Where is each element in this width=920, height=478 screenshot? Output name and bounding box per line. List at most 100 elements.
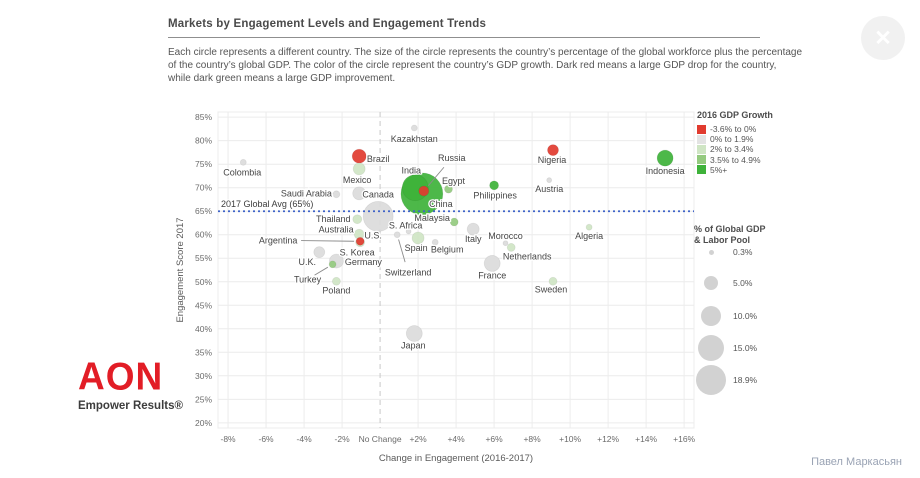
country-label-s-africa: S. Africa	[389, 220, 423, 230]
credit-text: Павел Маркасьян	[811, 456, 902, 468]
data-point-saudi-arabia[interactable]	[332, 190, 341, 199]
data-point-poland[interactable]	[331, 276, 341, 286]
country-label-turkey: Turkey	[294, 274, 322, 284]
x-tick-label: No Change	[359, 434, 402, 444]
legend-size-label-3: 15.0%	[733, 343, 758, 353]
data-point-malaysia[interactable]	[449, 217, 459, 227]
country-label-brazil: Brazil	[367, 154, 390, 164]
country-label-morocco: Morocco	[488, 231, 523, 241]
x-tick-label: +2%	[409, 434, 427, 444]
data-point-belgium[interactable]	[431, 238, 439, 246]
label-leader-line	[398, 239, 406, 263]
country-label-australia: Australia	[319, 224, 354, 234]
data-point-sweden[interactable]	[548, 276, 558, 286]
page-title: Markets by Engagement Levels and Engagem…	[168, 18, 487, 30]
x-tick-label: -8%	[221, 434, 237, 444]
data-point-morocco[interactable]	[502, 240, 509, 247]
country-label-malaysia: Malaysia	[414, 213, 450, 223]
country-label-belgium: Belgium	[431, 244, 464, 254]
data-point-austria[interactable]	[546, 177, 553, 184]
country-label-egypt: Egypt	[442, 176, 466, 186]
data-point-france[interactable]	[483, 255, 501, 272]
close-button[interactable]: ✕	[861, 16, 905, 60]
x-tick-label: +14%	[635, 434, 657, 444]
country-label-france: France	[478, 270, 506, 280]
legend-gdp-swatch-2	[697, 144, 706, 154]
data-point-indonesia[interactable]	[656, 149, 674, 167]
country-label-canada: Canada	[362, 189, 394, 199]
legend-gdp-item: 2% to 3.4%	[697, 144, 773, 154]
aon-logo-tagline: Empower Results®	[78, 400, 183, 412]
legend-gdp-swatch-0	[697, 124, 706, 134]
legend-gdp-swatch-4	[697, 165, 706, 175]
title-divider	[168, 37, 760, 38]
country-label-spain: Spain	[405, 243, 428, 253]
x-tick-label: -2%	[335, 434, 351, 444]
data-point-brazil[interactable]	[351, 148, 367, 164]
legend-gdp-item: 3.5% to 4.9%	[697, 155, 773, 165]
legend-bubble-size: % of Global GDP & Labor Pool 0.3% 5.0% 10.…	[694, 224, 824, 404]
x-tick-label: +6%	[485, 434, 503, 444]
data-point-philippines[interactable]	[489, 180, 499, 191]
legend-size-circle-3	[698, 335, 724, 361]
data-point-argentina[interactable]	[355, 236, 365, 246]
data-point-u-k-[interactable]	[313, 246, 326, 259]
country-label-indonesia: Indonesia	[646, 166, 685, 176]
legend-gdp-title: 2016 GDP Growth	[697, 110, 773, 120]
country-label-u-s-: U.S.	[364, 230, 382, 240]
country-label-philippines: Philippines	[473, 190, 517, 200]
data-point-s-africa[interactable]	[405, 228, 412, 235]
data-point-russia[interactable]	[418, 185, 430, 197]
legend-size-label-4: 18.9%	[733, 375, 758, 385]
data-point-japan[interactable]	[405, 325, 423, 342]
x-tick-label: -6%	[259, 434, 275, 444]
data-point-turkey[interactable]	[328, 260, 337, 269]
x-tick-label: +12%	[597, 434, 619, 444]
country-label-u-k-: U.K.	[299, 257, 317, 267]
data-point-egypt[interactable]	[444, 184, 453, 194]
country-label-s-korea: S. Korea	[340, 247, 375, 257]
country-label-thailand: Thailand	[316, 214, 351, 224]
data-point-algeria[interactable]	[585, 223, 593, 231]
country-label-algeria: Algeria	[575, 231, 603, 241]
data-point-colombia[interactable]	[239, 158, 247, 166]
data-point-italy[interactable]	[466, 222, 480, 236]
y-tick-label: 80%	[195, 136, 212, 146]
legend-gdp-swatch-1	[697, 134, 706, 144]
label-leader-line	[427, 166, 445, 186]
data-point-mexico[interactable]	[352, 162, 366, 176]
data-point-netherlands[interactable]	[506, 243, 516, 252]
y-tick-label: 60%	[195, 230, 212, 240]
data-point-canada[interactable]	[352, 186, 367, 201]
data-point-switzerland[interactable]	[393, 231, 401, 239]
country-label-italy: Italy	[465, 234, 482, 244]
data-point-nigeria[interactable]	[547, 144, 559, 156]
y-tick-label: 25%	[195, 394, 212, 404]
country-label-saudi-arabia: Saudi Arabia	[281, 188, 332, 198]
country-label-colombia: Colombia	[223, 167, 261, 177]
data-point-spain[interactable]	[411, 231, 425, 245]
legend-size-circle-2	[701, 306, 721, 326]
data-point-thailand[interactable]	[352, 214, 363, 225]
country-label-netherlands: Netherlands	[503, 251, 552, 261]
legend-gdp-label-2: 2% to 3.4%	[710, 144, 754, 155]
legend-gdp-swatch-3	[697, 155, 706, 165]
y-tick-label: 70%	[195, 183, 212, 193]
country-label-austria: Austria	[535, 184, 563, 194]
y-tick-label: 30%	[195, 371, 212, 381]
country-label-japan: Japan	[401, 340, 426, 350]
legend-gdp-item: 5%+	[697, 165, 773, 175]
engagement-bubble-chart: 85% 80% 75% 70% 65% 60% 55% 50% 45% 40% 35% 30% 25% 2…	[175, 111, 696, 464]
x-axis-title: Change in Engagement (2016-2017)	[379, 453, 533, 464]
global-avg-label: 2017 Global Avg (65%)	[221, 199, 313, 209]
x-tick-label: +16%	[673, 434, 695, 444]
country-label-sweden: Sweden	[535, 284, 568, 294]
description-line-2: of the country’s global GDP. The color o…	[168, 60, 777, 71]
legend-size-label-0: 0.3%	[733, 247, 753, 257]
country-label-nigeria: Nigeria	[538, 155, 567, 165]
x-tick-label: -4%	[297, 434, 313, 444]
data-point-u-s-[interactable]	[362, 200, 394, 232]
y-tick-label: 45%	[195, 300, 212, 310]
data-point-kazakhstan[interactable]	[410, 124, 418, 132]
country-label-russia: Russia	[438, 153, 466, 163]
